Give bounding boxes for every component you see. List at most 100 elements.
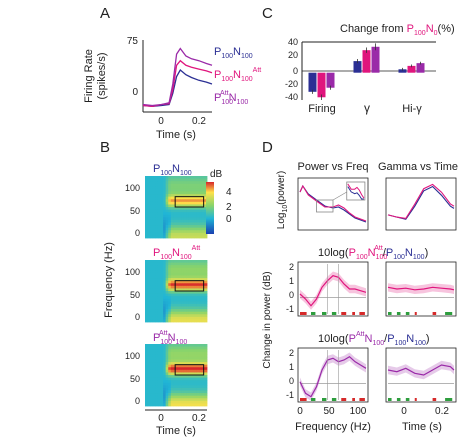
heat-cell [145, 293, 148, 297]
heat-cell [191, 222, 195, 226]
heat-cell [188, 178, 192, 182]
heat-cell [201, 346, 205, 350]
heat-cell [168, 346, 172, 350]
heat-cell [173, 186, 177, 190]
heat-cell [150, 235, 154, 239]
heat-cell [152, 367, 156, 371]
heat-cell [178, 176, 182, 179]
heat-cell [168, 314, 172, 318]
heat-cell [157, 196, 161, 200]
heat-cell [176, 212, 179, 216]
heat-cell [183, 212, 187, 216]
heat-cell [157, 387, 161, 391]
heat-cell [201, 316, 205, 320]
heat-cell [183, 278, 187, 282]
heat-cell [183, 398, 187, 402]
heat-cell [194, 362, 198, 366]
heat-cell [196, 278, 200, 282]
heat-cell [150, 181, 154, 185]
heat-cell [168, 403, 172, 407]
heat-cell [204, 387, 208, 391]
heat-cell [147, 204, 151, 208]
heat-cell [170, 191, 174, 195]
heat-cell [170, 349, 174, 353]
heat-cell [186, 262, 190, 266]
heat-cell [157, 344, 161, 347]
heat-cell [147, 278, 151, 282]
heat-cell [165, 227, 169, 231]
heat-cell [204, 270, 208, 274]
heat-cell [201, 349, 205, 353]
heat-cell [204, 278, 208, 282]
heat-cell [147, 288, 151, 292]
heat-cell [165, 309, 169, 313]
heat-cell [170, 296, 174, 300]
heat-cell [188, 262, 192, 266]
heat-cell [145, 303, 148, 307]
heat-cell [163, 393, 167, 397]
heat-cell [188, 183, 192, 187]
heat-cell [170, 398, 174, 402]
heat-cell [186, 225, 190, 229]
heat-cell [165, 387, 169, 391]
heat-cell [178, 270, 182, 274]
heat-cell [173, 309, 177, 313]
heat-cell [165, 291, 169, 294]
heat-cell [150, 207, 154, 210]
heat-cell [191, 265, 195, 269]
significance-mark [359, 312, 365, 315]
heat-cell [183, 403, 187, 407]
heat-cell [150, 191, 154, 195]
heat-cell [176, 372, 179, 376]
heat-cell [160, 349, 164, 353]
heat-cell [160, 275, 164, 279]
heat-cell [163, 235, 167, 239]
heat-cell [163, 390, 167, 394]
heat-cell [178, 280, 182, 284]
heat-cell [199, 390, 203, 394]
heat-cell [147, 296, 151, 300]
heat-cell [181, 217, 185, 221]
heat-cell [186, 372, 190, 376]
heat-cell [188, 298, 192, 302]
heat-cell [199, 362, 203, 366]
heat-cell [155, 398, 159, 402]
heat-cell [165, 351, 169, 355]
heat-cell [160, 194, 164, 198]
heat-cell [186, 398, 190, 402]
heat-cell [165, 395, 169, 399]
heat-cell [160, 382, 164, 386]
heat-cell [186, 283, 190, 287]
heat-cell [199, 212, 203, 216]
heat-cell [188, 222, 192, 226]
heat-cell [160, 380, 164, 384]
heat-cell [150, 272, 154, 276]
heat-cell [155, 280, 159, 284]
heat-cell [152, 217, 156, 221]
heat-cell [194, 267, 198, 271]
heat-cell [178, 199, 182, 203]
heat-cell [196, 354, 200, 358]
heat-cell [147, 349, 151, 353]
heat-cell [194, 207, 198, 210]
heat-cell [163, 385, 167, 389]
heat-cell [199, 183, 203, 187]
heat-cell [194, 344, 198, 347]
heat-cell [196, 346, 200, 350]
heat-cell [165, 222, 169, 226]
heat-cell [168, 351, 172, 355]
heat-cell [181, 275, 185, 279]
heat-cell [194, 395, 198, 399]
heat-cell [199, 403, 203, 407]
heat-cell [170, 301, 174, 305]
heat-cell [191, 219, 195, 223]
heat-cell [147, 301, 151, 305]
heat-cell [176, 296, 179, 300]
heat-cell [183, 201, 187, 205]
heat-cell [188, 369, 192, 373]
heat-cell [155, 351, 159, 355]
heat-cell [147, 260, 151, 263]
heat-cell [157, 309, 161, 313]
heat-cell [178, 400, 182, 404]
heat-cell [157, 395, 161, 399]
